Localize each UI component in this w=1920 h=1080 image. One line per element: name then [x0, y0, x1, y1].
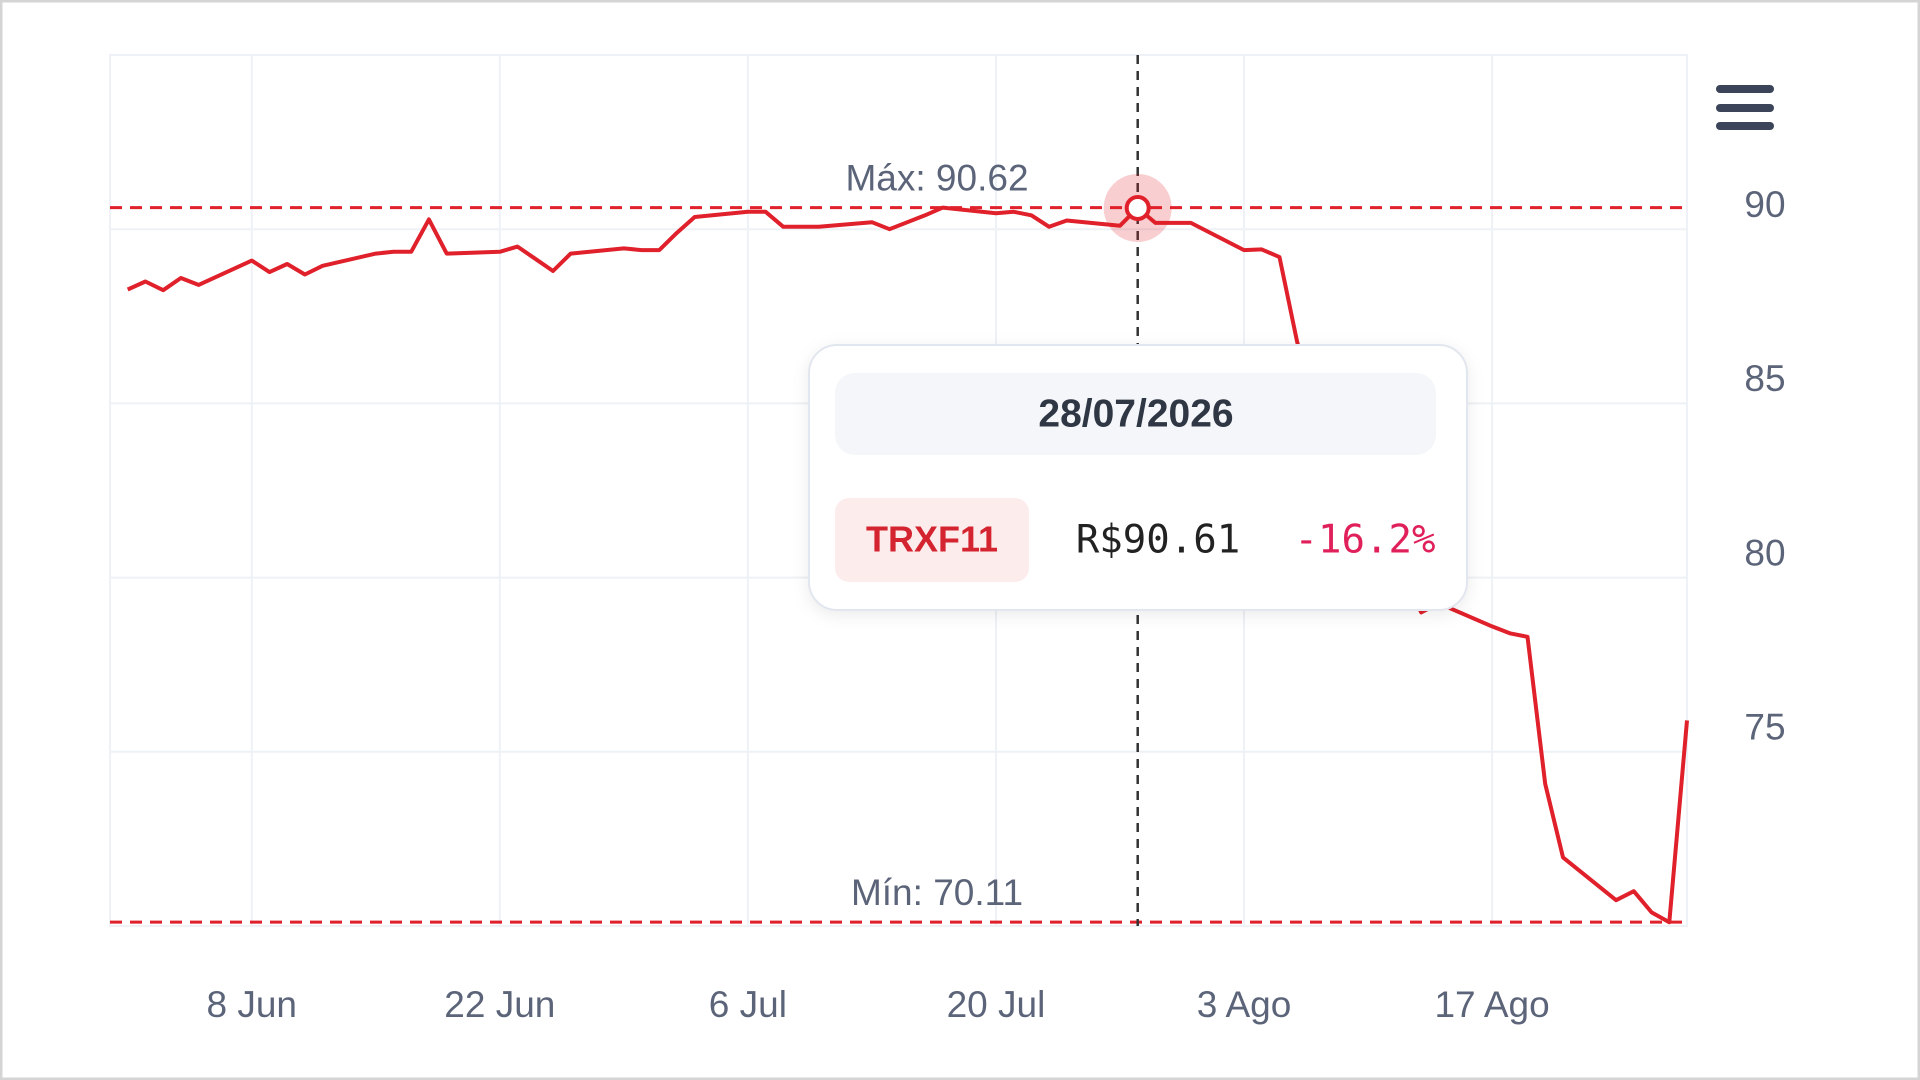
y-tick-label: 75 — [1744, 707, 1785, 748]
x-tick-label: 20 Jul — [947, 984, 1046, 1025]
x-tick-label: 22 Jun — [444, 984, 555, 1025]
tooltip-date: 28/07/2026 — [1038, 392, 1233, 435]
y-tick-label: 90 — [1744, 184, 1785, 225]
tooltip-price: R$90.61 — [1076, 518, 1240, 563]
reference-label: Mín: 70.11 — [851, 872, 1023, 913]
x-tick-label: 3 Ago — [1197, 984, 1292, 1025]
y-tick-label: 80 — [1744, 532, 1785, 573]
tooltip-ticker: TRXF11 — [866, 519, 998, 560]
menu-button[interactable] — [1705, 75, 1785, 140]
tooltip-change: -16.2% — [1295, 518, 1436, 563]
ticker-pill — [835, 498, 1029, 582]
tooltip: 28/07/2026 TRXF11 R$90.61 -16.2% — [808, 344, 1468, 611]
reference-label: Máx: 90.62 — [845, 157, 1028, 198]
plot-area — [109, 54, 1688, 927]
x-tick-label: 6 Jul — [709, 984, 787, 1025]
y-tick-label: 85 — [1744, 358, 1785, 399]
tooltip-date-panel — [835, 373, 1436, 455]
hover-point — [1124, 194, 1151, 221]
x-tick-label: 17 Ago — [1434, 984, 1549, 1025]
x-tick-label: 8 Jun — [206, 984, 297, 1025]
